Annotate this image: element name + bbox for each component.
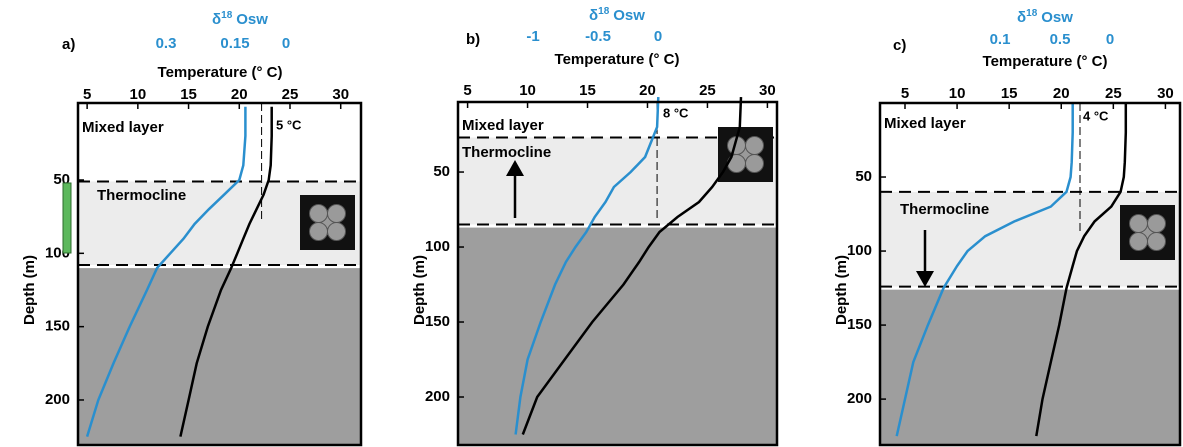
- profile-line: [895, 103, 1074, 437]
- osw-sup: 18: [221, 10, 233, 21]
- y-tick-label: 200: [45, 391, 70, 408]
- foram-chamber: [745, 136, 764, 155]
- foram-chamber: [1147, 214, 1166, 233]
- x-tick-label: 30: [332, 86, 349, 103]
- osw-sup: 18: [1026, 8, 1038, 19]
- dt-label: 8 °C: [663, 105, 689, 120]
- y-tick-label: 150: [45, 318, 70, 335]
- osw-delta: δ: [589, 7, 598, 24]
- osw-name: Osw: [613, 7, 645, 24]
- thermocline-label: Thermocline: [900, 201, 989, 218]
- osw-delta: δ: [212, 11, 221, 28]
- panel-label: b): [466, 31, 480, 48]
- x-tick-label: 15: [1001, 85, 1018, 102]
- x-tick-label: 10: [519, 82, 536, 99]
- osw-tick-label: 0.5: [1050, 31, 1071, 48]
- x-tick-label: 30: [759, 82, 776, 99]
- y-axis-label: Depth (m): [21, 255, 38, 325]
- osw-tick-label: 0.1: [990, 31, 1011, 48]
- y-tick-label: 100: [847, 242, 872, 259]
- x-tick-label: 15: [180, 86, 197, 103]
- y-tick-label: 200: [425, 388, 450, 405]
- foram-chamber: [327, 222, 346, 241]
- foram-chamber: [745, 154, 764, 173]
- y-tick-label: 50: [433, 163, 450, 180]
- range-bar: [62, 182, 72, 254]
- profile-line: [85, 106, 247, 437]
- gap: [78, 265, 361, 269]
- y-tick-label: 200: [847, 390, 872, 407]
- osw-tick-label: 0: [654, 28, 662, 45]
- dt-label: 4 °C: [1083, 108, 1109, 123]
- osw-tick-label: 0: [1106, 31, 1114, 48]
- y-tick-label: 150: [847, 316, 872, 333]
- thermocline-label: Thermocline: [97, 187, 186, 204]
- y-tick-label: 100: [425, 238, 450, 255]
- x-tick-label: 20: [231, 86, 248, 103]
- osw-tick-label: 0.15: [220, 35, 249, 52]
- osw-title: δ18 Osw: [1017, 8, 1073, 26]
- arrow-head: [506, 160, 524, 176]
- x-tick-label: 10: [949, 85, 966, 102]
- osw-tick-label: 0: [282, 35, 290, 52]
- deep-zone: [880, 289, 1180, 445]
- osw-name: Osw: [1041, 9, 1073, 26]
- x-tick-label: 25: [1105, 85, 1122, 102]
- x-axis-label: Temperature (° C): [555, 51, 680, 68]
- x-tick-label: 5: [901, 85, 909, 102]
- mixed-layer-label: Mixed layer: [884, 115, 966, 132]
- plot-frame: [76, 101, 363, 447]
- mixed-layer-label: Mixed layer: [462, 117, 544, 134]
- x-axis-label: Temperature (° C): [983, 53, 1108, 70]
- y-axis-label: Depth (m): [833, 255, 850, 325]
- x-tick-label: 30: [1157, 85, 1174, 102]
- panel-label: c): [893, 37, 906, 54]
- osw-title: δ18 Osw: [212, 10, 268, 28]
- osw-name: Osw: [236, 11, 268, 28]
- deep-zone: [458, 227, 777, 445]
- profile-line: [514, 97, 660, 435]
- plot-frame: [878, 101, 1182, 447]
- y-tick-label: 150: [425, 313, 450, 330]
- gap: [458, 224, 777, 228]
- x-tick-label: 5: [463, 82, 471, 99]
- osw-sup: 18: [598, 6, 610, 17]
- foram-chamber: [327, 204, 346, 223]
- foram-chamber: [309, 204, 328, 223]
- profile-line: [521, 97, 743, 435]
- x-tick-label: 20: [1053, 85, 1070, 102]
- x-tick-label: 10: [130, 86, 147, 103]
- osw-tick-label: 0.3: [156, 35, 177, 52]
- mixed-layer-zone: [78, 103, 361, 182]
- profile-line: [179, 106, 273, 437]
- plot-frame: [456, 100, 779, 447]
- y-tick-label: 50: [855, 168, 872, 185]
- foram-chamber: [309, 222, 328, 241]
- osw-tick-label: -0.5: [585, 28, 611, 45]
- x-tick-label: 25: [699, 82, 716, 99]
- arrow-head: [916, 271, 934, 287]
- foram-chamber: [1129, 214, 1148, 233]
- mixed-layer-zone: [880, 103, 1180, 192]
- x-tick-label: 5: [83, 86, 91, 103]
- osw-title: δ18 Osw: [589, 6, 645, 24]
- foram-chamber: [1129, 232, 1148, 251]
- mixed-layer-label: Mixed layer: [82, 119, 164, 136]
- y-axis-label: Depth (m): [411, 255, 428, 325]
- osw-tick-label: -1: [526, 28, 539, 45]
- x-tick-label: 25: [282, 86, 299, 103]
- foram-chamber: [1147, 232, 1166, 251]
- panel-label: a): [62, 36, 75, 53]
- thermocline-label: Thermocline: [462, 144, 551, 161]
- x-axis-label: Temperature (° C): [158, 64, 283, 81]
- gap: [880, 286, 1180, 290]
- x-tick-label: 20: [639, 82, 656, 99]
- profile-line: [1035, 103, 1128, 437]
- osw-delta: δ: [1017, 9, 1026, 26]
- x-tick-label: 15: [579, 82, 596, 99]
- dt-label: 5 °C: [276, 117, 302, 132]
